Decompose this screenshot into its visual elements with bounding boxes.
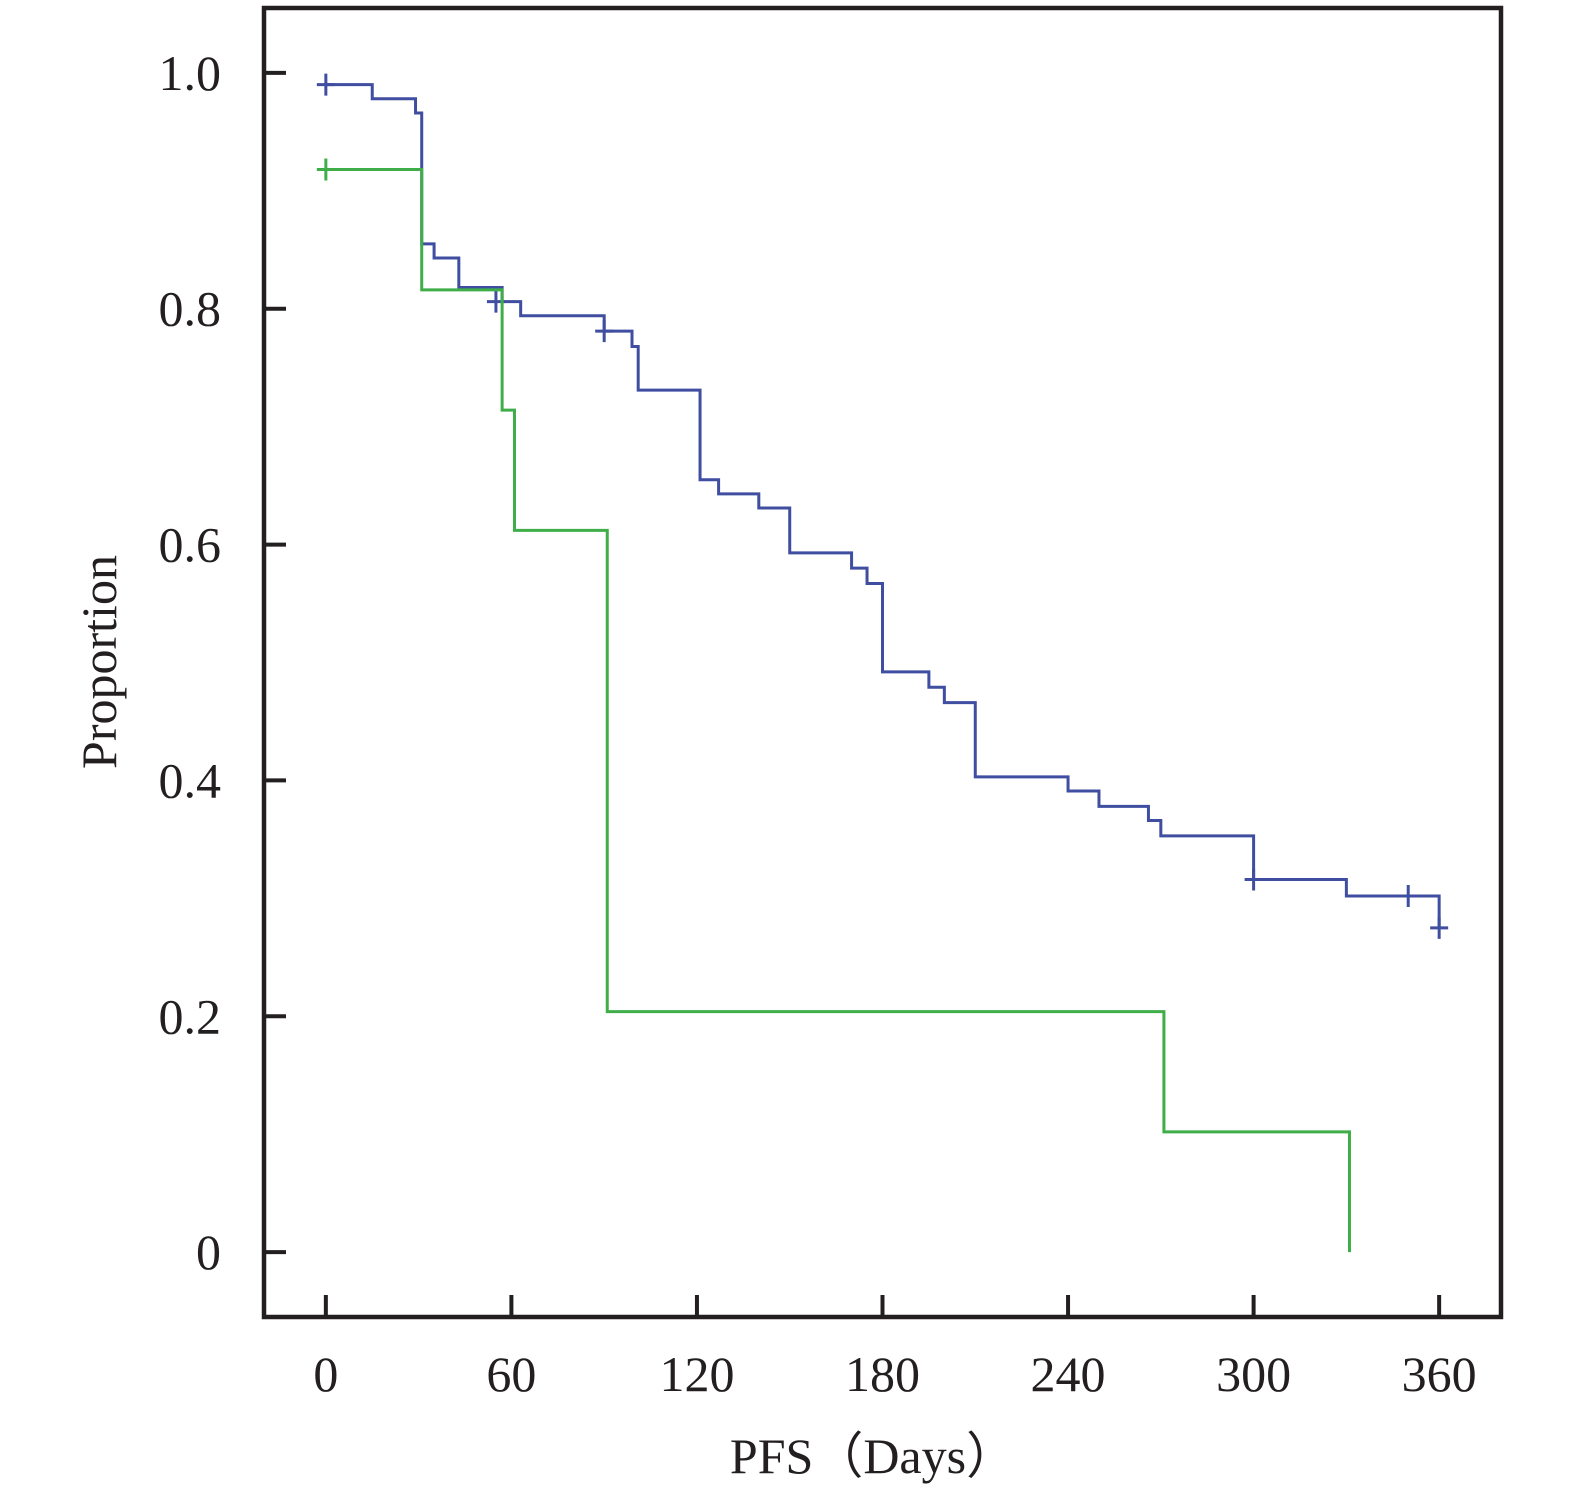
y-tick-label: 1.0 xyxy=(159,45,222,101)
x-tick-label: 120 xyxy=(659,1346,734,1402)
censor-mark xyxy=(316,73,335,96)
y-tick-label: 0.6 xyxy=(159,517,222,573)
y-tick-label: 0.4 xyxy=(159,752,222,808)
x-tick-label: 0 xyxy=(313,1346,338,1402)
censor-mark xyxy=(1399,884,1418,907)
censor-mark xyxy=(316,158,335,181)
x-tick-label: 180 xyxy=(845,1346,920,1402)
x-tick-label: 60 xyxy=(486,1346,536,1402)
x-tick-label: 240 xyxy=(1031,1346,1106,1402)
series-layer xyxy=(316,73,1449,1253)
survival-curve-1 xyxy=(325,83,1441,928)
censor-mark xyxy=(1244,868,1263,891)
y-axis-label: Proportion xyxy=(71,555,127,769)
y-tick-label: 0 xyxy=(196,1224,221,1280)
x-axis: 0 60 120 180 240 300 360 xyxy=(313,1295,1477,1402)
y-axis: 0 0.2 0.4 0.6 0.8 1.0 xyxy=(159,45,286,1280)
censor-mark xyxy=(1430,916,1449,939)
censor-mark xyxy=(595,320,614,343)
y-tick-label: 0.8 xyxy=(159,281,222,337)
x-axis-label: PFS（Days） xyxy=(730,1428,1016,1484)
survival-curve-2 xyxy=(325,168,1351,1253)
x-tick-label: 300 xyxy=(1216,1346,1291,1402)
y-tick-label: 0.2 xyxy=(159,988,222,1044)
x-tick-label: 360 xyxy=(1402,1346,1477,1402)
